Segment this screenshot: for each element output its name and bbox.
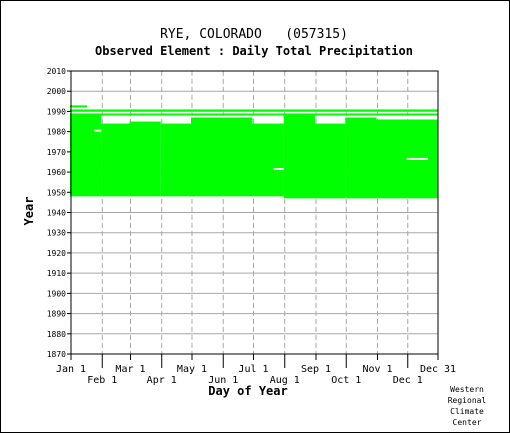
data-coverage-block: [69, 115, 102, 197]
y-tick-label: 1940: [47, 209, 66, 218]
data-coverage-block: [69, 113, 438, 116]
credit-line: Western: [450, 385, 484, 394]
credit-line: Regional: [447, 396, 487, 405]
data-coverage: [69, 105, 438, 199]
x-tick-label: Jul 1: [238, 364, 268, 375]
chart-subtitle: Observed Element : Daily Total Precipita…: [95, 44, 413, 58]
x-tick-label: Jan 1: [56, 364, 86, 375]
y-tick-label: 2010: [47, 67, 66, 76]
x-tick-label: Feb 1: [87, 375, 117, 386]
data-gap: [94, 129, 102, 132]
data-coverage-block: [129, 121, 161, 197]
data-coverage-block: [252, 123, 284, 197]
y-tick-label: 1910: [47, 269, 66, 278]
data-coverage-block: [101, 123, 130, 197]
y-tick-label: 1890: [47, 310, 66, 319]
y-tick-label: 1880: [47, 330, 66, 339]
x-tick-label: Nov 1: [362, 364, 392, 375]
data-coverage-block: [283, 115, 315, 199]
data-coverage-block: [190, 117, 253, 197]
x-tick-label: Aug 1: [270, 375, 300, 386]
credit-line: Center: [452, 418, 482, 427]
data-coverage-block: [69, 105, 88, 108]
x-tick-label: Apr 1: [147, 375, 177, 386]
y-tick-label: 1870: [47, 350, 66, 359]
x-tick-label: Dec 31: [420, 364, 456, 375]
x-tick-label: Dec 1: [393, 375, 423, 386]
x-tick-label: May 1: [177, 364, 207, 375]
x-tick-label: Jun 1: [208, 375, 238, 386]
x-tick-label: Mar 1: [115, 364, 145, 375]
x-axis-label: Day of Year: [208, 384, 287, 398]
data-gaps: [94, 129, 428, 171]
y-tick-label: 1900: [47, 289, 66, 298]
y-tick-label: 1930: [47, 229, 66, 238]
x-tick-label: Oct 1: [331, 375, 361, 386]
data-gap: [273, 168, 284, 171]
y-tick-label: 2000: [47, 87, 66, 96]
data-coverage-block: [69, 109, 438, 112]
y-axis: 1870 1880 1890 1900 1910 1920 1930 1940 1950 1960…: [47, 67, 71, 359]
y-tick-label: 1980: [47, 128, 66, 137]
data-gap: [406, 157, 428, 160]
y-tick-label: 1950: [47, 188, 66, 197]
data-coverage-block: [314, 123, 346, 199]
x-tick-label: Sep 1: [301, 364, 331, 375]
chart-title: RYE, COLORADO (057315): [160, 27, 348, 42]
y-tick-label: 1990: [47, 107, 66, 116]
y-axis-label: Year: [22, 197, 36, 226]
x-axis: Jan 1 Mar 1 May 1 Jul 1 Sep 1 Nov 1 Dec 31 Feb …: [56, 354, 456, 386]
y-tick-label: 1970: [47, 148, 66, 157]
credit-text: Western Regional Climate Center: [439, 384, 495, 428]
y-tick-label: 1960: [47, 168, 66, 177]
credit-line: Climate: [450, 407, 484, 416]
data-coverage-block: [345, 117, 377, 199]
data-coverage-block: [160, 123, 191, 197]
y-tick-label: 1920: [47, 249, 66, 258]
